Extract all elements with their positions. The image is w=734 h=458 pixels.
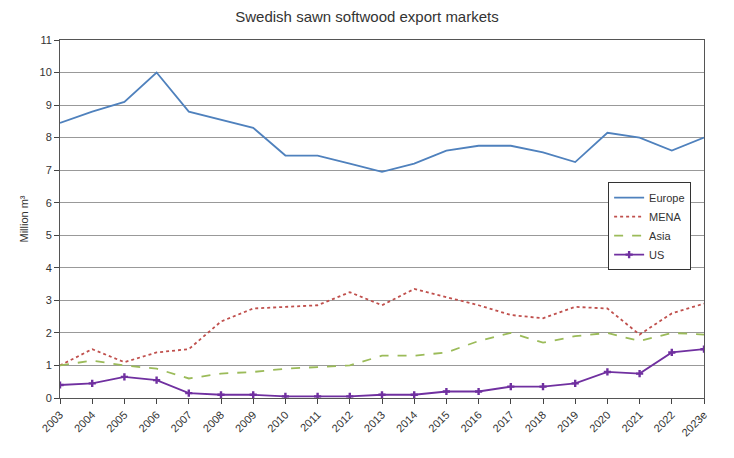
svg-text:MENA: MENA xyxy=(649,211,681,223)
svg-text:2014: 2014 xyxy=(394,409,420,435)
svg-text:2016: 2016 xyxy=(458,409,484,435)
svg-text:2017: 2017 xyxy=(490,409,516,435)
svg-text:0: 0 xyxy=(46,392,52,404)
svg-text:9: 9 xyxy=(46,99,52,111)
svg-text:Asia: Asia xyxy=(649,230,671,242)
svg-text:2023e: 2023e xyxy=(679,409,709,439)
svg-text:3: 3 xyxy=(46,294,52,306)
svg-text:2008: 2008 xyxy=(201,409,227,435)
svg-text:10: 10 xyxy=(40,66,52,78)
svg-text:2015: 2015 xyxy=(426,409,452,435)
svg-text:2022: 2022 xyxy=(651,409,677,435)
svg-text:2009: 2009 xyxy=(233,409,259,435)
svg-text:1: 1 xyxy=(46,359,52,371)
svg-text:2: 2 xyxy=(46,327,52,339)
svg-text:2003: 2003 xyxy=(40,409,66,435)
svg-text:Europe: Europe xyxy=(649,192,684,204)
svg-text:5: 5 xyxy=(46,229,52,241)
svg-text:Swedish sawn softwood export m: Swedish sawn softwood export markets xyxy=(235,8,498,25)
svg-text:2018: 2018 xyxy=(523,409,549,435)
svg-text:2005: 2005 xyxy=(104,409,130,435)
svg-text:US: US xyxy=(649,249,664,261)
svg-text:2013: 2013 xyxy=(362,409,388,435)
svg-text:2020: 2020 xyxy=(587,409,613,435)
svg-text:2007: 2007 xyxy=(168,409,194,435)
svg-text:2012: 2012 xyxy=(329,409,355,435)
svg-text:2010: 2010 xyxy=(265,409,291,435)
svg-text:11: 11 xyxy=(40,34,51,46)
svg-text:2006: 2006 xyxy=(136,409,162,435)
svg-text:Million m³: Million m³ xyxy=(18,195,30,242)
svg-text:2019: 2019 xyxy=(555,409,581,435)
svg-text:6: 6 xyxy=(46,197,52,209)
svg-text:4: 4 xyxy=(46,262,52,274)
svg-text:2011: 2011 xyxy=(298,409,323,434)
svg-text:7: 7 xyxy=(46,164,52,176)
svg-text:2021: 2021 xyxy=(619,409,645,435)
svg-text:8: 8 xyxy=(46,131,52,143)
svg-text:2004: 2004 xyxy=(72,409,98,435)
